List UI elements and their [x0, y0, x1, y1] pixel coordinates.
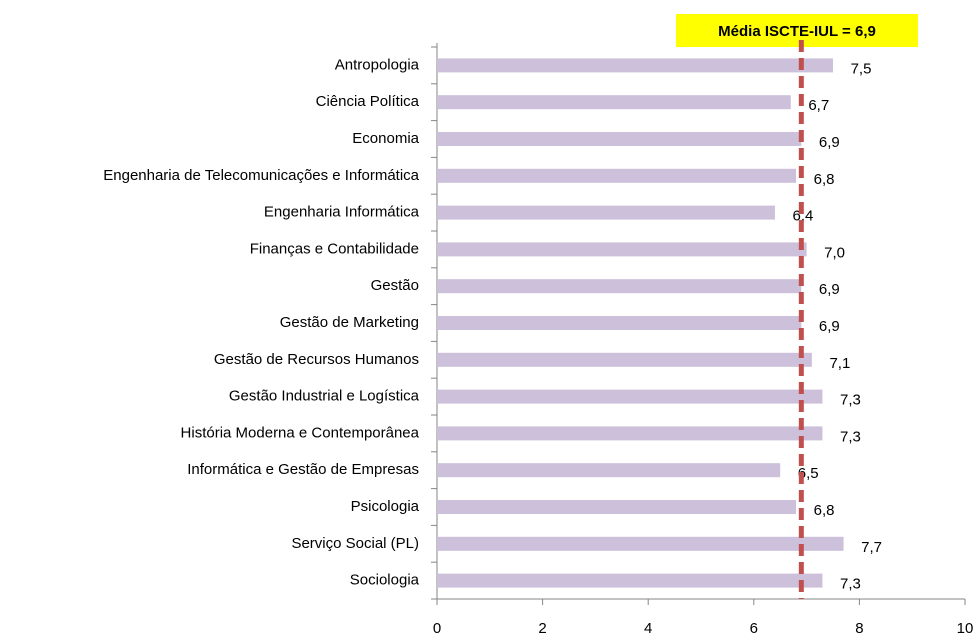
y-tick-label: Ciência Política — [316, 93, 420, 110]
data-label: 6,8 — [814, 171, 835, 188]
y-tick-label: Psicologia — [351, 498, 420, 515]
data-label: 6,9 — [819, 134, 840, 151]
data-label: 7,3 — [840, 428, 861, 445]
data-label: 6,4 — [792, 208, 813, 225]
y-tick-label: Engenharia Informática — [264, 204, 420, 221]
y-tick-label: Gestão de Recursos Humanos — [214, 351, 419, 368]
data-label: 6,9 — [819, 281, 840, 298]
data-label: 6,8 — [814, 502, 835, 519]
y-tick-label: História Moderna e Contemporânea — [181, 424, 420, 441]
bar — [437, 426, 823, 441]
y-tick-label: Antropologia — [335, 56, 420, 73]
annotation-box — [676, 14, 918, 47]
data-label: 7,7 — [861, 539, 882, 556]
y-tick-label: Sociologia — [350, 572, 420, 589]
data-label: 7,5 — [851, 60, 872, 77]
x-tick-label: 8 — [855, 620, 863, 637]
data-label: 6,7 — [808, 97, 829, 114]
x-tick-label: 2 — [538, 620, 546, 637]
y-tick-label: Gestão Industrial e Logística — [229, 388, 420, 405]
data-label: 7,1 — [829, 355, 850, 372]
bar — [437, 389, 823, 404]
data-label: 7,0 — [824, 244, 845, 261]
data-label: 7,3 — [840, 392, 861, 409]
x-tick-label: 4 — [644, 620, 652, 637]
data-label: 6,9 — [819, 318, 840, 335]
bar — [437, 500, 797, 514]
bar — [437, 316, 802, 330]
y-tick-label: Engenharia de Telecomunicações e Informá… — [103, 167, 419, 184]
y-tick-label: Finanças e Contabilidade — [250, 240, 419, 257]
bar — [437, 573, 823, 588]
bar — [437, 463, 781, 478]
bar — [437, 132, 802, 146]
y-tick-label: Economia — [352, 130, 419, 147]
data-label: 7,3 — [840, 576, 861, 593]
annotation: Média ISCTE-IUL = 6,9 — [718, 23, 876, 40]
y-tick-label: Gestão de Marketing — [280, 314, 419, 331]
bar — [437, 242, 807, 257]
y-tick-label: Serviço Social (PL) — [291, 535, 419, 552]
x-tick-label: 10 — [957, 620, 974, 637]
bar — [437, 95, 791, 110]
bar — [437, 205, 775, 220]
x-tick-label: 0 — [433, 620, 441, 637]
bar — [437, 168, 797, 183]
bar — [437, 536, 844, 551]
y-tick-label: Gestão — [371, 277, 419, 294]
bar — [437, 58, 833, 73]
bar — [437, 352, 812, 367]
bar — [437, 279, 802, 294]
x-tick-label: 6 — [750, 620, 758, 637]
y-tick-label: Informática e Gestão de Empresas — [187, 461, 419, 478]
